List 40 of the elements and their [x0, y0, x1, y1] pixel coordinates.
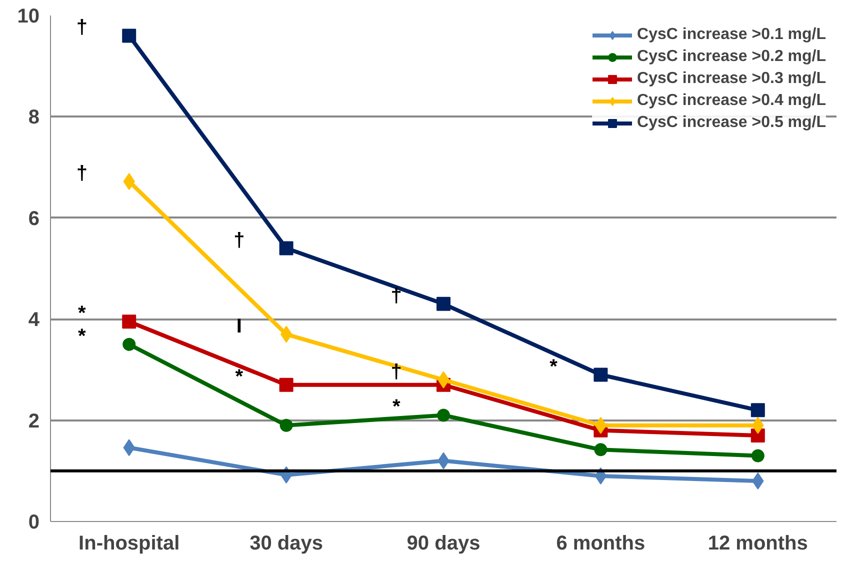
annotation: †	[234, 229, 245, 252]
y-tick-label: 2	[28, 410, 40, 432]
y-tick-label: 4	[28, 309, 40, 332]
annotation: *	[78, 325, 86, 348]
point	[751, 449, 764, 462]
legend-label: CysC increase >0.5 mg/L	[637, 114, 826, 132]
x-tick-label: 12 months	[708, 532, 808, 554]
point	[279, 378, 294, 392]
annotation: *	[235, 366, 244, 388]
legend-label: CysC increase >0.4 mg/L	[637, 92, 826, 110]
point	[279, 241, 294, 256]
point	[594, 443, 608, 456]
annotation: *	[78, 302, 86, 325]
point	[594, 368, 608, 382]
x-tick-label: 30 days	[250, 532, 323, 554]
x-tick-label: 90 days	[406, 532, 480, 554]
point	[594, 416, 607, 434]
point	[122, 338, 136, 351]
annotation: †	[76, 162, 88, 184]
y-tick-label: 0	[28, 512, 40, 534]
point	[280, 418, 293, 432]
point	[122, 314, 136, 329]
x-tick-label: In-hospital	[78, 532, 180, 554]
annotation: †	[390, 284, 402, 307]
point	[437, 408, 450, 422]
point	[280, 326, 292, 343]
point	[436, 296, 450, 311]
y-tick-label: 10	[17, 6, 40, 28]
annotation: I	[236, 315, 242, 338]
annotation: †	[76, 16, 88, 39]
point	[750, 403, 765, 418]
y-tick-label: 8	[28, 106, 40, 129]
x-tick-label: 6 months	[556, 532, 646, 554]
y-tick-label: 6	[28, 208, 40, 230]
annotation: *	[550, 356, 558, 378]
legend-label: CysC increase >0.2 mg/L	[637, 48, 826, 66]
legend-label: CysC increase >0.1 mg/L	[637, 26, 826, 44]
annotation: *	[392, 396, 400, 418]
legend-label: CysC increase >0.3 mg/L	[637, 70, 826, 88]
point	[122, 28, 136, 43]
